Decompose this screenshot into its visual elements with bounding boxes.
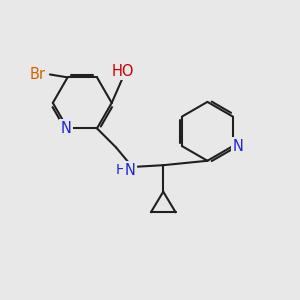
- Text: H: H: [116, 163, 126, 177]
- Text: N: N: [124, 163, 135, 178]
- Text: HO: HO: [111, 64, 134, 79]
- Text: N: N: [61, 121, 71, 136]
- Text: Br: Br: [30, 67, 46, 82]
- Text: N: N: [233, 139, 244, 154]
